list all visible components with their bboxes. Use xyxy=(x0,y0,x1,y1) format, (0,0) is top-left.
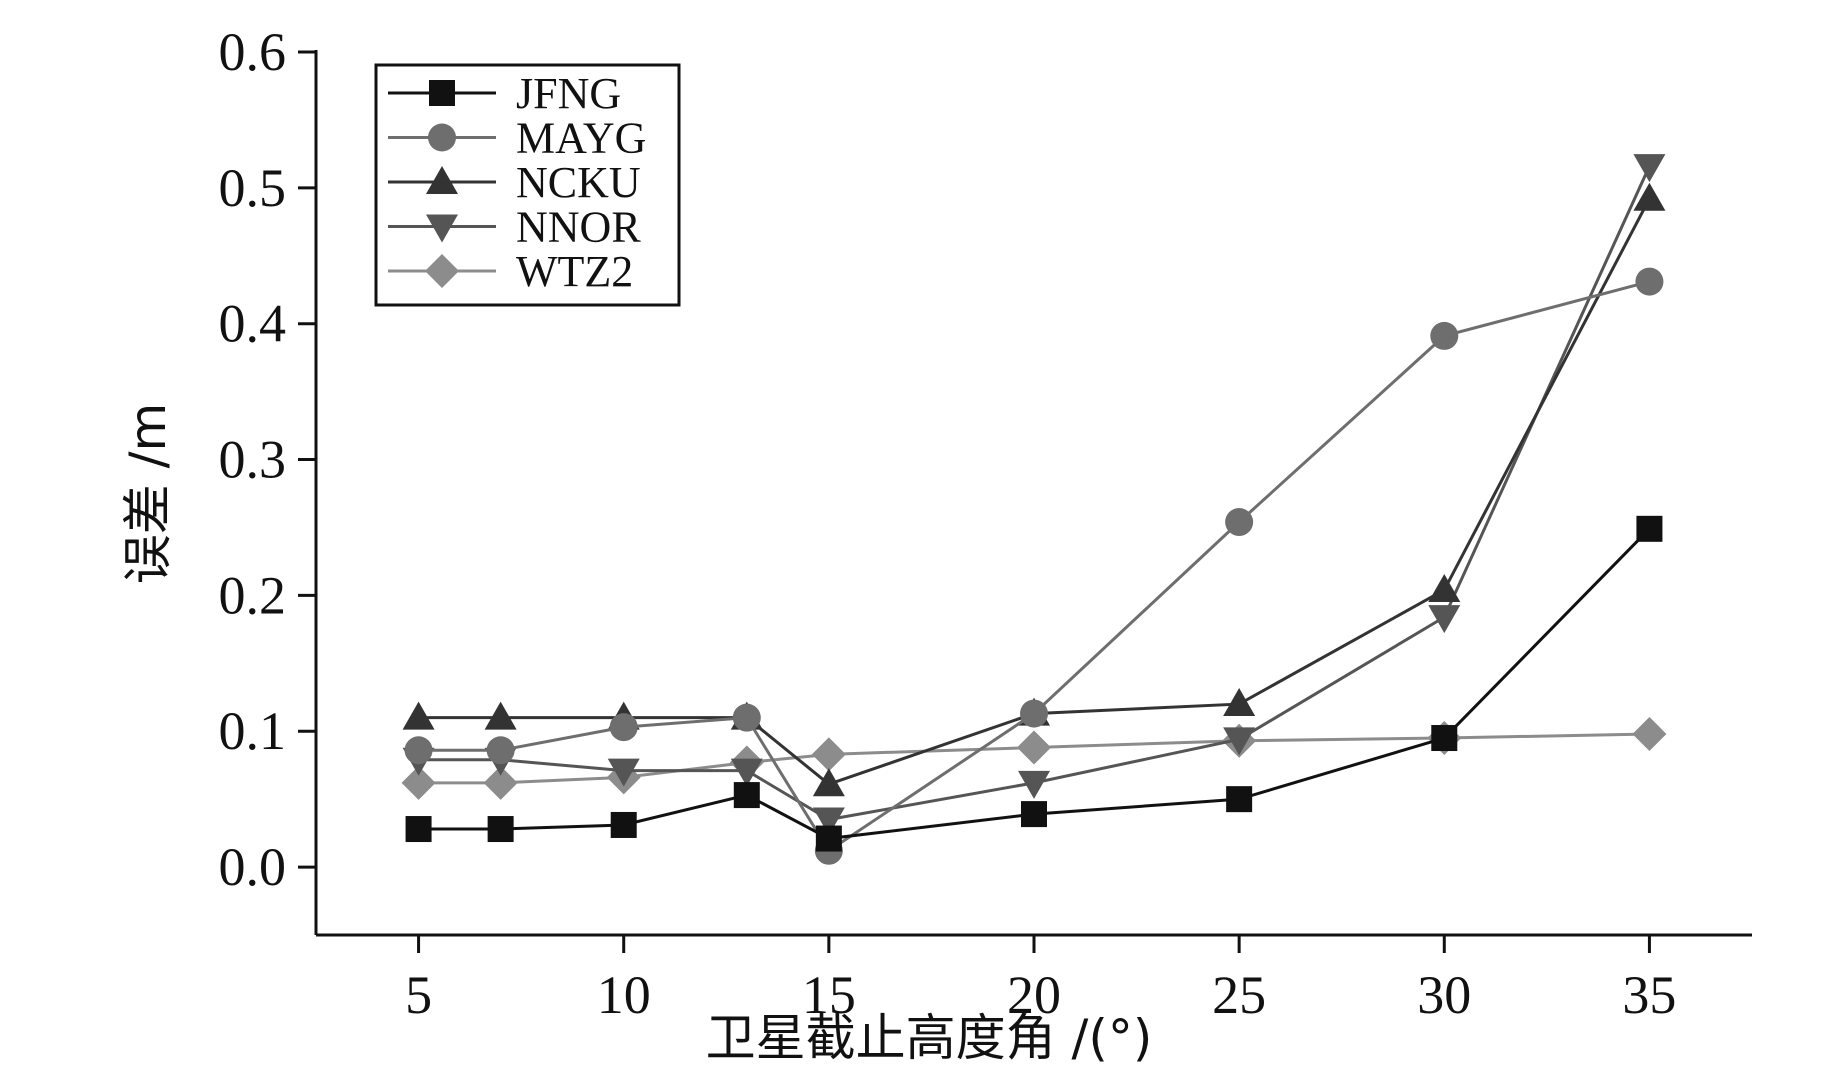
legend-marker-nnor xyxy=(426,214,458,243)
data-point-wtz2 xyxy=(1017,730,1051,765)
y-tick-label: 0.4 xyxy=(219,294,287,354)
legend-label-ncku: NCKU xyxy=(516,158,641,207)
data-point-ncku xyxy=(812,768,845,797)
legend-item-ncku: NCKU xyxy=(388,158,641,207)
data-point-nnor xyxy=(1018,770,1050,799)
data-point-ncku xyxy=(1428,573,1461,602)
legend-box xyxy=(374,63,681,307)
x-tick-label: 5 xyxy=(405,965,432,1025)
y-tick-label: 0.1 xyxy=(219,701,287,761)
data-point-nnor xyxy=(607,758,640,787)
data-point-jfng xyxy=(487,816,514,843)
data-point-ncku xyxy=(484,701,517,730)
legend-marker-jfng xyxy=(429,80,455,106)
legend-label-wtz2: WTZ2 xyxy=(516,247,633,296)
legend-item-mayg: MAYG xyxy=(388,114,646,163)
data-point-nnor xyxy=(812,807,845,836)
data-point-nnor xyxy=(1223,727,1256,756)
data-point-ncku xyxy=(402,701,435,730)
legend-item-jfng: JFNG xyxy=(388,69,621,118)
x-tick-label: 10 xyxy=(597,965,651,1025)
data-point-mayg xyxy=(1225,508,1254,537)
y-axis-title: 误差 /m xyxy=(119,403,177,584)
data-point-jfng xyxy=(1636,515,1663,542)
data-point-mayg xyxy=(1020,699,1048,728)
legend-label-jfng: JFNG xyxy=(516,69,621,118)
data-point-jfng xyxy=(1021,801,1047,828)
data-point-wtz2 xyxy=(483,765,518,800)
legend-marker-ncku xyxy=(426,166,458,194)
data-point-jfng xyxy=(815,825,842,852)
x-tick-label: 35 xyxy=(1622,965,1676,1025)
legend-marker-wtz2 xyxy=(425,254,459,288)
series-layer xyxy=(401,154,1667,865)
series-jfng xyxy=(405,515,1663,852)
x-tick-label: 20 xyxy=(1007,965,1061,1025)
data-point-nnor xyxy=(1428,605,1461,634)
data-point-jfng xyxy=(733,782,760,809)
data-point-mayg xyxy=(404,736,433,765)
axes: 5 10 15 20 25 30 35 0.0 0.1 0.2 0.3 0.4 0.5 0.6 xyxy=(219,22,1752,1025)
data-point-wtz2 xyxy=(401,765,436,800)
data-point-nnor xyxy=(730,758,763,787)
data-point-mayg xyxy=(1430,321,1459,350)
x-tick-label: 25 xyxy=(1212,965,1266,1025)
data-point-ncku xyxy=(1633,182,1666,211)
data-point-mayg xyxy=(486,736,515,765)
data-point-mayg xyxy=(1635,267,1664,296)
x-axis-title: 卫星截止高度角 /(°) xyxy=(706,1009,1153,1067)
y-tick-label: 0.2 xyxy=(219,565,287,625)
y-tick-label: 0.3 xyxy=(219,430,287,490)
data-point-mayg xyxy=(732,703,761,732)
y-tick-label: 0.0 xyxy=(219,837,287,897)
y-tick-label: 0.6 xyxy=(219,22,287,82)
data-point-wtz2 xyxy=(1632,716,1667,751)
data-point-ncku xyxy=(1223,688,1256,717)
legend-marker-mayg xyxy=(428,123,456,152)
x-tick-label: 30 xyxy=(1417,965,1471,1025)
series-line-mayg xyxy=(418,280,1650,853)
data-point-nnor xyxy=(1633,154,1666,183)
data-point-wtz2 xyxy=(811,737,846,772)
legend-item-nnor: NNOR xyxy=(388,203,641,252)
legend-label-mayg: MAYG xyxy=(516,114,646,163)
data-point-jfng xyxy=(1431,725,1458,752)
data-point-jfng xyxy=(1226,786,1253,813)
data-point-mayg xyxy=(609,713,638,742)
data-point-jfng xyxy=(610,811,637,838)
legend-item-wtz2: WTZ2 xyxy=(388,247,633,296)
legend-label-nnor: NNOR xyxy=(516,203,641,252)
y-tick-label: 0.5 xyxy=(219,158,287,218)
data-point-jfng xyxy=(405,816,432,843)
x-tick-label: 15 xyxy=(802,965,856,1025)
